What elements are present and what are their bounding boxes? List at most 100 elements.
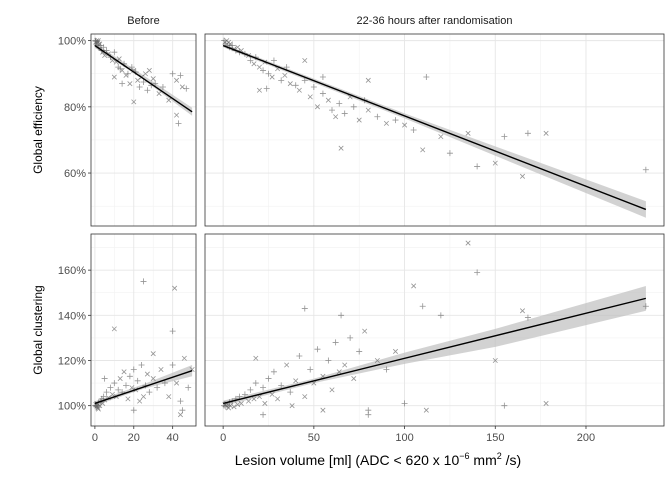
panel-global-clustering-after: 0 50 100 150 200 [204, 233, 665, 444]
data-point [446, 150, 453, 157]
data-point [383, 120, 389, 126]
data-point [319, 74, 326, 81]
data-point [341, 110, 348, 117]
data-point [543, 400, 549, 406]
data-point [224, 402, 231, 409]
data-point [265, 70, 272, 77]
data-point [150, 376, 156, 382]
x-tick-label: 40 [167, 432, 179, 444]
data-point [501, 402, 508, 409]
y-tick-label: 80% [64, 102, 86, 114]
data-point [94, 403, 100, 409]
data-point [287, 389, 294, 396]
data-point [338, 145, 344, 151]
data-point [169, 362, 176, 369]
data-point [310, 83, 317, 90]
data-point [129, 385, 135, 391]
data-point [138, 362, 145, 369]
data-point [392, 348, 399, 354]
data-point [179, 407, 186, 414]
row-title-clustering: Global clustering [31, 285, 45, 374]
data-point [100, 44, 107, 51]
data-point [289, 403, 295, 409]
data-point [474, 269, 481, 276]
data-point [296, 87, 302, 93]
data-point [350, 103, 357, 110]
data-point [144, 87, 151, 94]
data-point [501, 133, 508, 140]
row-title-efficiency: Global efficiency [31, 86, 45, 174]
data-point [175, 120, 182, 127]
data-point [642, 166, 649, 173]
data-point [325, 357, 332, 364]
data-point [374, 113, 381, 120]
data-point [293, 378, 299, 384]
data-point [365, 77, 371, 83]
data-point [420, 147, 426, 153]
data-point [111, 326, 117, 332]
x-tick-label: 200 [577, 432, 595, 444]
data-point [307, 94, 313, 100]
data-point [174, 77, 180, 83]
data-point [241, 391, 248, 398]
data-point [177, 72, 184, 79]
x-axis-title-exponent: −6 [459, 451, 469, 461]
data-point [263, 85, 270, 92]
data-point [146, 67, 152, 73]
data-point [332, 339, 339, 346]
data-point [302, 57, 308, 64]
data-point [142, 71, 148, 77]
data-point [320, 407, 326, 413]
regression-line [94, 45, 193, 113]
data-point [265, 375, 272, 382]
data-point [336, 369, 342, 375]
data-point [174, 380, 180, 386]
data-point [137, 398, 143, 404]
data-point [111, 380, 118, 387]
data-point [287, 81, 293, 87]
x-axis-title-main: Lesion volume [ml] (ADC < 620 x 10 [235, 452, 460, 468]
data-point [131, 99, 137, 105]
data-point [251, 396, 257, 402]
panel-global-efficiency-before: 60% 80% 100% [58, 33, 197, 227]
data-point [128, 64, 135, 71]
regression-line [222, 44, 647, 211]
data-point [269, 74, 275, 80]
data-point [123, 382, 129, 389]
data-point [172, 285, 178, 291]
data-point [152, 80, 159, 87]
data-point [519, 308, 526, 314]
data-point [111, 74, 117, 80]
data-point [437, 312, 444, 319]
data-point [465, 240, 471, 246]
data-point [328, 107, 335, 114]
data-point [342, 362, 348, 368]
x-axis-title-unit-exponent: 2 [497, 451, 502, 461]
data-point [492, 160, 498, 166]
data-point [127, 81, 133, 87]
data-point [95, 38, 101, 44]
data-point [307, 366, 314, 373]
data-point [169, 328, 176, 335]
y-tick-label: 120% [58, 355, 86, 367]
data-point [465, 130, 471, 136]
data-point [130, 366, 137, 373]
x-tick-label: 50 [308, 432, 320, 444]
data-point [278, 382, 285, 389]
data-point [260, 67, 267, 74]
data-point [146, 389, 153, 396]
data-point [410, 127, 417, 133]
strip-label-after: 22-36 hours after randomisation [357, 15, 513, 27]
data-point [282, 72, 288, 78]
data-point [150, 76, 156, 82]
data-point [124, 70, 131, 77]
data-point [156, 91, 162, 97]
data-point [423, 74, 430, 81]
data-point [256, 64, 262, 70]
data-point [338, 312, 345, 319]
data-point [374, 357, 380, 364]
data-point [256, 87, 262, 93]
data-point [543, 130, 549, 136]
facet-strip-labels: Before 22-36 hours after randomisation [127, 15, 512, 27]
